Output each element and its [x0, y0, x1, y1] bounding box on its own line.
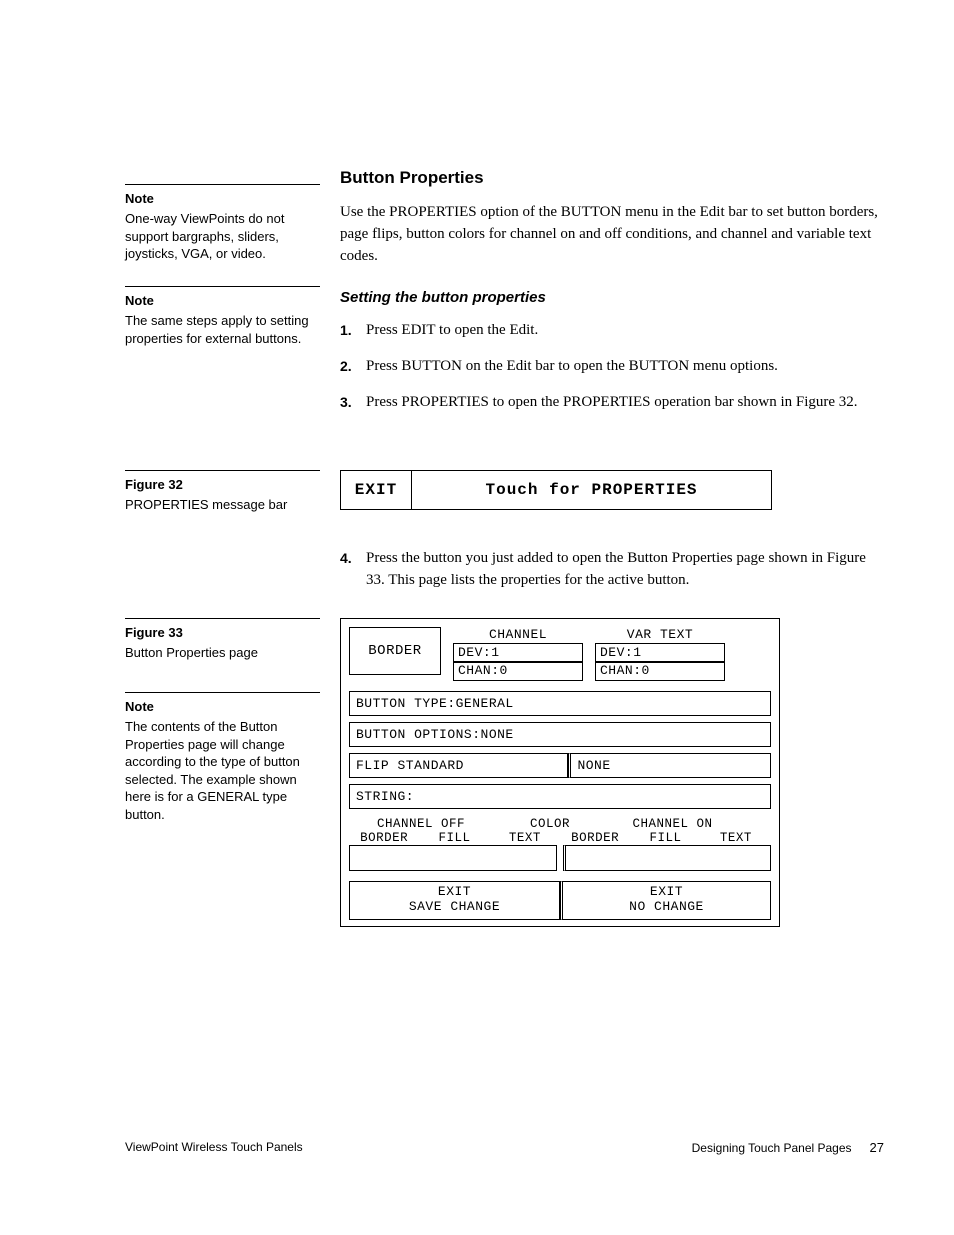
- properties-message-bar: EXIT Touch for PROPERTIES: [340, 470, 772, 510]
- rule: [125, 618, 320, 619]
- flip-none-field[interactable]: NONE: [568, 753, 771, 778]
- channel-header: CHANNEL: [453, 627, 583, 642]
- step-text: Press BUTTON on the Edit bar to open the…: [366, 358, 778, 374]
- step-number: 3.: [340, 392, 352, 412]
- sidebar-figure-32: Figure 32 PROPERTIES message bar: [125, 470, 320, 514]
- border-label: BORDER: [349, 831, 419, 845]
- channel-off-label: CHANNEL OFF COLOR: [349, 817, 574, 831]
- note-heading: Note: [125, 191, 320, 206]
- step-number: 1.: [340, 320, 352, 340]
- step-text: Press EDIT to open the Edit.: [366, 322, 538, 338]
- figure-heading: Figure 32: [125, 477, 320, 492]
- subheading: Setting the button properties: [340, 289, 880, 306]
- button-options-field[interactable]: BUTTON OPTIONS:NONE: [349, 722, 771, 747]
- fill-label: FILL: [419, 831, 489, 845]
- steps-list-cont: 4. Press the button you just added to ope…: [340, 548, 880, 592]
- exit-no-l2: NO CHANGE: [629, 899, 704, 914]
- rule: [125, 286, 320, 287]
- exit-no-change-button[interactable]: EXIT NO CHANGE: [560, 881, 771, 920]
- figure-33-container: BORDER CHANNEL DEV:1 CHAN:0 VAR TEXT DEV…: [340, 618, 880, 927]
- figure-32-container: EXIT Touch for PROPERTIES: [340, 470, 880, 510]
- footer-section: Designing Touch Panel Pages: [692, 1141, 852, 1155]
- exit-save-button[interactable]: EXIT SAVE CHANGE: [349, 881, 560, 920]
- channel-off-text: CHANNEL OFF: [377, 817, 465, 831]
- step-text: Press the button you just added to open …: [366, 550, 866, 588]
- border-button[interactable]: BORDER: [349, 627, 441, 675]
- fill-label: FILL: [630, 831, 700, 845]
- vartext-header: VAR TEXT: [595, 627, 725, 642]
- top-row: BORDER CHANNEL DEV:1 CHAN:0 VAR TEXT DEV…: [349, 627, 771, 681]
- note-body: The contents of the Button Properties pa…: [125, 718, 320, 823]
- step-4-container: 4. Press the button you just added to ope…: [340, 548, 880, 606]
- step-number: 4.: [340, 548, 352, 568]
- channel-chan-field[interactable]: CHAN:0: [453, 661, 583, 681]
- color-section: CHANNEL OFF COLOR CHANNEL ON BORDER FILL…: [349, 817, 771, 871]
- color-label: COLOR: [530, 817, 574, 831]
- channel-dev-field[interactable]: DEV:1: [453, 643, 583, 663]
- note-body: The same steps apply to setting properti…: [125, 312, 320, 347]
- step-4: 4. Press the button you just added to ope…: [340, 548, 880, 592]
- color-header-row: CHANNEL OFF COLOR CHANNEL ON: [349, 817, 771, 831]
- figure-heading: Figure 33: [125, 625, 320, 640]
- note-body: One-way ViewPoints do not support bargra…: [125, 210, 320, 263]
- exit-row: EXIT SAVE CHANGE EXIT NO CHANGE: [349, 881, 771, 920]
- step-2: 2. Press BUTTON on the Edit bar to open t…: [340, 356, 880, 378]
- note-heading: Note: [125, 293, 320, 308]
- exit-save-l2: SAVE CHANGE: [409, 899, 500, 914]
- channel-off-swatches[interactable]: [349, 845, 557, 871]
- vartext-dev-field[interactable]: DEV:1: [595, 643, 725, 663]
- text-label: TEXT: [701, 831, 771, 845]
- page-number: 27: [870, 1140, 884, 1155]
- border-label: BORDER: [560, 831, 630, 845]
- button-type-field[interactable]: BUTTON TYPE:GENERAL: [349, 691, 771, 716]
- exit-save-l1: EXIT: [438, 884, 471, 899]
- channel-on-label: CHANNEL ON: [574, 817, 771, 831]
- flip-standard-field[interactable]: FLIP STANDARD: [349, 753, 568, 778]
- figure-caption: PROPERTIES message bar: [125, 496, 320, 514]
- exit-button[interactable]: EXIT: [341, 471, 412, 509]
- sidebar-note-3: Note The contents of the Button Properti…: [125, 692, 320, 823]
- intro-paragraph: Use the PROPERTIES option of the BUTTON …: [340, 202, 880, 267]
- footer-right: Designing Touch Panel Pages 27: [692, 1140, 884, 1155]
- rule: [125, 184, 320, 185]
- rule: [125, 470, 320, 471]
- exit-no-l1: EXIT: [650, 884, 683, 899]
- section-title: Button Properties: [340, 168, 880, 188]
- channel-column: CHANNEL DEV:1 CHAN:0: [453, 627, 583, 681]
- figure-caption: Button Properties page: [125, 644, 320, 662]
- step-text: Press PROPERTIES to open the PROPERTIES …: [366, 394, 858, 410]
- note-heading: Note: [125, 699, 320, 714]
- touch-for-properties-label: Touch for PROPERTIES: [412, 471, 771, 509]
- step-3: 3. Press PROPERTIES to open the PROPERTIE…: [340, 392, 880, 414]
- swatch-row: [349, 845, 771, 871]
- bft-off-half: BORDER FILL TEXT: [349, 831, 560, 845]
- text-label: TEXT: [490, 831, 560, 845]
- page-footer: ViewPoint Wireless Touch Panels Designin…: [125, 1140, 884, 1155]
- step-number: 2.: [340, 356, 352, 376]
- step-1: 1. Press EDIT to open the Edit.: [340, 320, 880, 342]
- button-properties-page: BORDER CHANNEL DEV:1 CHAN:0 VAR TEXT DEV…: [340, 618, 780, 927]
- vartext-column: VAR TEXT DEV:1 CHAN:0: [595, 627, 725, 681]
- steps-list: 1. Press EDIT to open the Edit. 2. Press B…: [340, 320, 880, 413]
- sidebar-note-1: Note One-way ViewPoints do not support b…: [125, 184, 320, 263]
- sidebar-note-2: Note The same steps apply to setting pro…: [125, 286, 320, 347]
- string-field[interactable]: STRING:: [349, 784, 771, 809]
- vartext-chan-field[interactable]: CHAN:0: [595, 661, 725, 681]
- flip-row: FLIP STANDARD NONE: [349, 753, 771, 778]
- channel-on-swatches[interactable]: [563, 845, 771, 871]
- sidebar-figure-33: Figure 33 Button Properties page: [125, 618, 320, 662]
- bft-header-row: BORDER FILL TEXT BORDER FILL TEXT: [349, 831, 771, 845]
- page: Note One-way ViewPoints do not support b…: [0, 0, 954, 1235]
- rule: [125, 692, 320, 693]
- footer-left: ViewPoint Wireless Touch Panels: [125, 1140, 303, 1155]
- main-content: Button Properties Use the PROPERTIES opt…: [340, 168, 880, 428]
- bft-on-half: BORDER FILL TEXT: [560, 831, 771, 845]
